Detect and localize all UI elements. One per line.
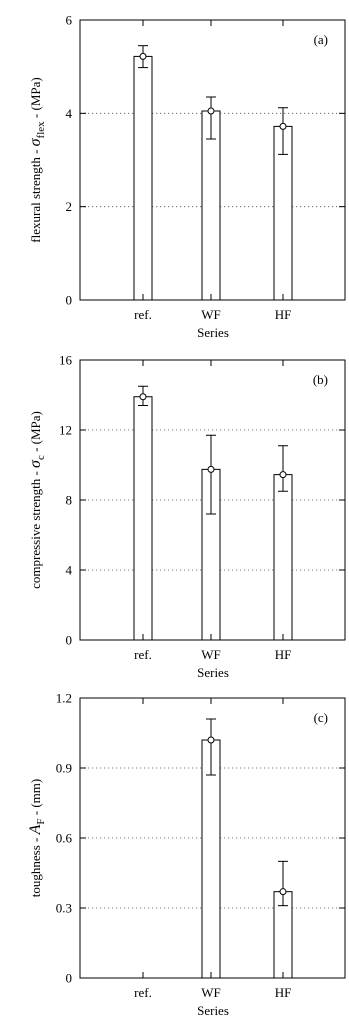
x-tick-label: ref. (134, 647, 152, 662)
y-axis-label-subscript: c (35, 455, 47, 460)
x-tick-label: ref. (134, 985, 152, 1000)
mean-marker (207, 465, 215, 473)
y-tick-label: 4 (66, 106, 73, 121)
mean-marker (207, 107, 215, 115)
y-axis-label-suffix: - (MPa) (28, 411, 43, 455)
x-axis-label: Series (197, 325, 229, 340)
bar-ref. (133, 396, 153, 641)
chart-panel-2: 0 4 8 12 16 ref. WF HF Series (b) compressive stre… (27, 353, 346, 680)
y-tick-label: 0.3 (56, 901, 72, 916)
y-axis-label-subscript: F (35, 818, 47, 824)
x-axis-label: Series (197, 665, 229, 680)
x-axis-label: Series (197, 1003, 229, 1018)
panel-label: (c) (314, 710, 328, 725)
chart-panel-3: 0 0.3 0.6 0.9 1.2 ref. WF HF Series (c) toughness … (27, 691, 346, 1018)
mean-marker (139, 393, 147, 401)
y-tick-label: 0.9 (56, 761, 72, 776)
y-tick-label: 0 (66, 633, 73, 648)
bar-HF (273, 474, 293, 641)
y-tick-label: 2 (66, 199, 73, 214)
bar-WF (201, 739, 221, 979)
x-tick-label: HF (275, 647, 292, 662)
y-tick-label: 0.6 (56, 831, 73, 846)
y-axis-label: flexural strength - σflex - (MPa) (27, 77, 47, 242)
y-axis-label-symbol: σ (27, 137, 44, 146)
y-axis-label-subscript: flex (35, 121, 47, 139)
y-tick-label: 12 (59, 423, 72, 438)
x-tick-label: WF (201, 307, 221, 322)
y-tick-label: 0 (66, 971, 73, 986)
y-axis-label-prefix: toughness - (28, 834, 43, 897)
x-tick-label: HF (275, 307, 292, 322)
y-tick-label: 6 (66, 13, 73, 28)
y-tick-label: 1.2 (56, 691, 72, 706)
y-tick-label: 4 (66, 563, 73, 578)
x-tick-label: ref. (134, 307, 152, 322)
mean-marker (139, 52, 147, 60)
mean-marker (279, 471, 287, 479)
y-tick-label: 0 (66, 293, 73, 308)
bar-ref. (133, 55, 153, 301)
y-axis-label: compressive strength - σc - (MPa) (27, 411, 47, 589)
mean-marker (279, 888, 287, 896)
y-axis-label-symbol: σ (27, 459, 44, 468)
y-axis-label-prefix: flexural strength - (28, 146, 43, 242)
x-tick-label: WF (201, 985, 221, 1000)
x-tick-label: WF (201, 647, 221, 662)
panel-label: (a) (314, 32, 328, 47)
y-axis-label-suffix: - (mm) (28, 779, 43, 819)
y-axis-label-suffix: - (MPa) (28, 77, 43, 121)
y-axis-label: toughness - AF - (mm) (27, 779, 47, 897)
panel-label: (b) (313, 372, 328, 387)
x-tick-label: HF (275, 985, 292, 1000)
y-axis-label-symbol: A (27, 824, 44, 835)
mean-marker (279, 122, 287, 130)
chart-panel-1: 0 2 4 6 ref. WF HF Series (a) flexural strength -… (27, 13, 346, 340)
y-tick-label: 16 (59, 353, 73, 368)
y-axis-label-prefix: compressive strength - (28, 468, 43, 589)
mean-marker (207, 736, 215, 744)
y-tick-label: 8 (66, 493, 73, 508)
plot-frame (79, 19, 346, 301)
